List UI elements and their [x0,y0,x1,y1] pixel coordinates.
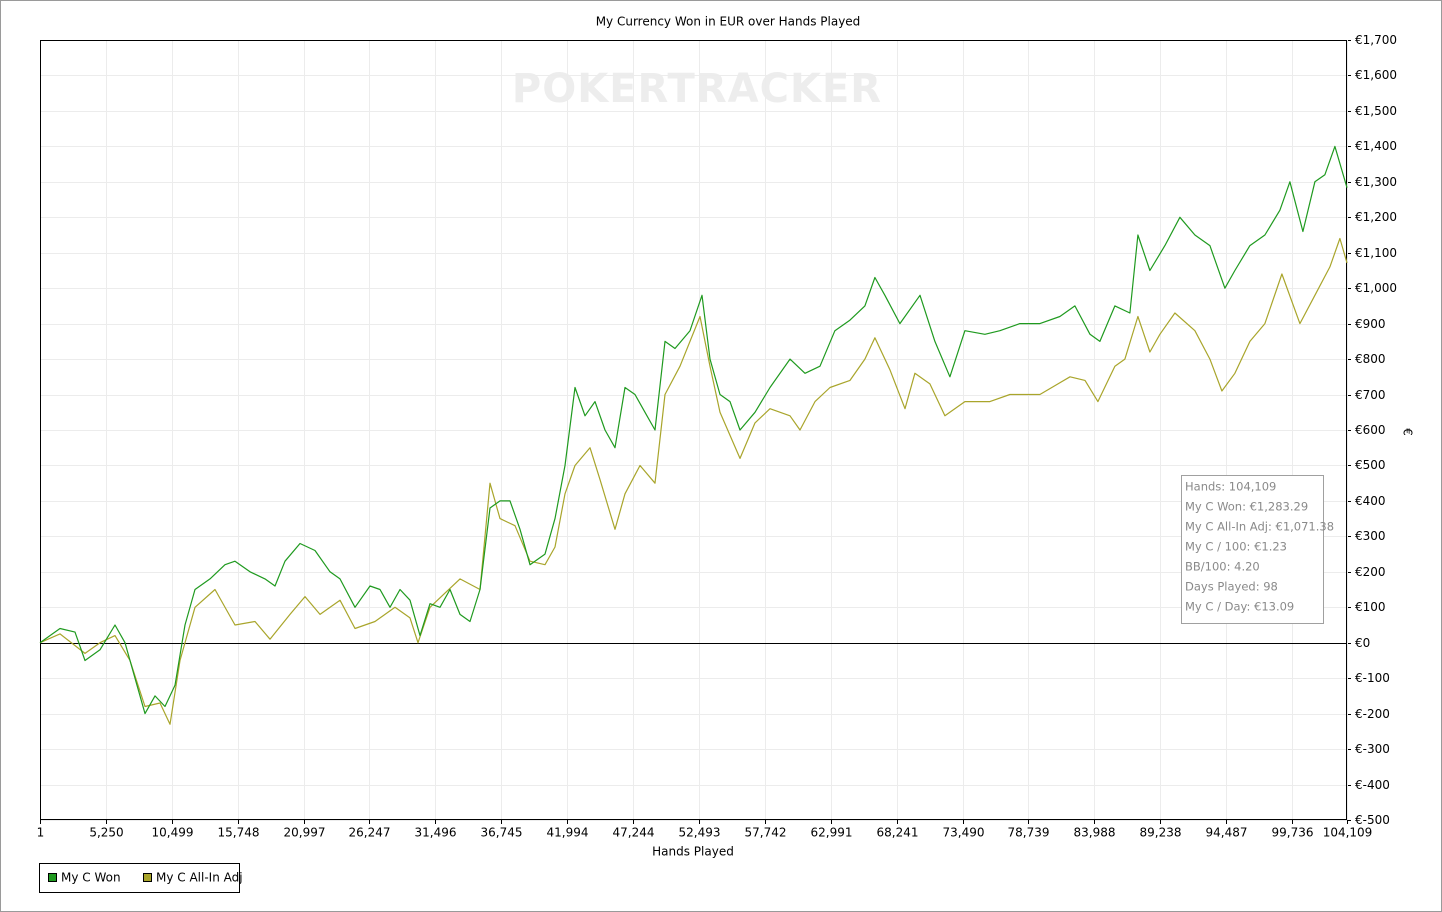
y-tick-label: €1,500 [1355,104,1397,118]
y-tick-label: €800 [1355,352,1386,366]
x-tick-label: 15,748 [218,826,260,840]
y-tick-label: €0 [1355,636,1370,650]
y-tick-label: €500 [1355,458,1386,472]
x-tick-label: 57,742 [745,826,787,840]
y-tick-label: €1,200 [1355,210,1397,224]
legend-label: My C Won [61,871,121,885]
y-tick-label: €-300 [1355,742,1390,756]
y-tick-label: €-400 [1355,778,1390,792]
y-tick-label: €-100 [1355,671,1390,685]
x-tick-label: 5,250 [89,826,123,840]
x-tick-label: 89,238 [1140,826,1182,840]
y-tick-label: €1,000 [1355,281,1397,295]
tooltip-line: BB/100: 4.20 [1185,560,1260,574]
y-axis-label: € [1401,428,1415,436]
y-tick-label: €1,700 [1355,33,1397,47]
x-tick-label: 68,241 [877,826,919,840]
y-tick-label: €400 [1355,494,1386,508]
plot-border [40,40,1347,820]
x-tick-label: 83,988 [1074,826,1116,840]
y-tick-label: €700 [1355,388,1386,402]
y-tick-label: €1,300 [1355,175,1397,189]
x-tick-label: 78,739 [1008,826,1050,840]
x-tick-label: 52,493 [679,826,721,840]
legend-label: My C All-In Adj [156,871,243,885]
series-line [39,145,1348,715]
y-tick-label: €200 [1355,565,1386,579]
legend-swatch [48,873,57,882]
tooltip-line: My C Won: €1,283.29 [1185,500,1308,514]
plot-area [39,40,1351,824]
x-tick-label: 94,487 [1206,826,1248,840]
legend-swatch [143,873,152,882]
tooltip-box [1181,475,1324,624]
tooltip-line: Days Played: 98 [1185,580,1278,594]
x-tick-label: 10,499 [152,826,194,840]
x-tick-label: 99,736 [1272,826,1314,840]
x-tick-label: 104,109 [1323,826,1373,840]
y-tick-label: €1,600 [1355,68,1397,82]
legend-box [39,863,240,893]
x-tick-label: 26,247 [349,826,391,840]
series-line [39,237,1348,725]
watermark: POKERTRACKER [512,66,882,112]
x-tick-label: 31,496 [415,826,457,840]
x-tick-label: 62,991 [811,826,853,840]
x-tick-label: 73,490 [943,826,985,840]
tooltip-line: My C / Day: €13.09 [1185,600,1294,614]
y-tick-label: €600 [1355,423,1386,437]
x-tick-label: 1 [37,826,45,840]
x-axis-label: Hands Played [652,845,734,859]
y-tick-label: €-200 [1355,707,1390,721]
x-tick-label: 20,997 [284,826,326,840]
tooltip-line: My C / 100: €1.23 [1185,540,1287,554]
y-tick-label: €1,400 [1355,139,1397,153]
tooltip-line: My C All-In Adj: €1,071.38 [1185,520,1334,534]
y-tick-label: €300 [1355,529,1386,543]
y-tick-label: €900 [1355,317,1386,331]
y-tick-label: €100 [1355,600,1386,614]
tooltip-line: Hands: 104,109 [1185,480,1276,494]
y-tick-label: €1,100 [1355,246,1397,260]
x-tick-label: 41,994 [547,826,589,840]
x-tick-label: 47,244 [613,826,655,840]
y-tick-label: €-500 [1355,813,1390,827]
x-tick-label: 36,745 [481,826,523,840]
chart-title: My Currency Won in EUR over Hands Played [596,15,861,29]
